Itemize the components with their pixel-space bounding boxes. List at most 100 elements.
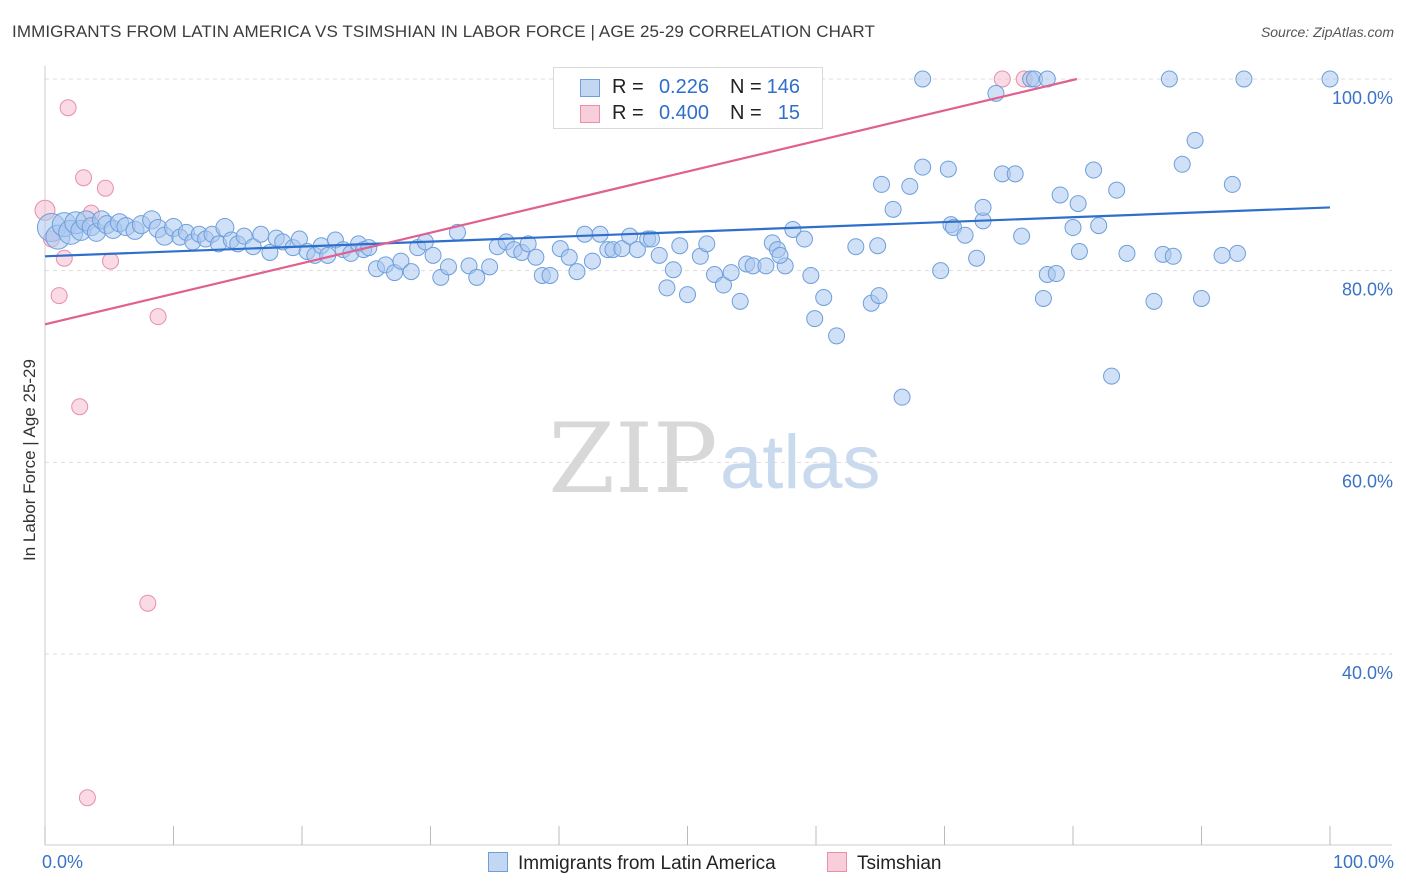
latin-america-point	[1213, 246, 1231, 264]
latin-america-point	[1013, 227, 1031, 245]
latin-america-point	[815, 289, 833, 306]
latin-america-point	[576, 225, 594, 243]
latin-america-point	[932, 262, 950, 280]
latin-america-point	[1085, 161, 1103, 179]
watermark-zip: ZIP	[548, 403, 717, 515]
latin-america-point	[1070, 243, 1088, 260]
source-label: Source: ZipAtlas.com	[1260, 24, 1394, 40]
bottom-legend-label: Immigrants from Latin America	[518, 853, 776, 874]
tsimshian-point	[55, 249, 73, 267]
tsimshian-point	[78, 789, 96, 807]
latin-america-point	[757, 257, 775, 275]
bottom-legend-swatch-pink	[827, 852, 847, 872]
x-tick-label-right: 100.0%	[1332, 852, 1394, 872]
latin-america-point	[784, 220, 802, 238]
tsimshian-point	[71, 398, 89, 416]
latin-america-point	[1160, 70, 1178, 88]
latin-america-point	[806, 310, 824, 328]
latin-america-point	[795, 230, 813, 248]
chart-title: IMMIGRANTS FROM LATIN AMERICA VS TSIMSHI…	[12, 22, 875, 41]
latin-america-point	[1186, 131, 1204, 149]
latin-america-point	[1235, 70, 1253, 88]
legend-swatch-pink	[580, 105, 600, 123]
y-tick-labels: 40.0% 60.0% 80.0% 100.0%	[1332, 88, 1393, 683]
legend-n-value: 15	[777, 102, 800, 124]
latin-america-point	[1064, 219, 1082, 237]
legend-r-label: R =	[612, 76, 644, 98]
latin-america-point	[424, 246, 442, 264]
latin-america-point	[1173, 155, 1191, 173]
x-tick-label-left: 0.0%	[42, 852, 84, 872]
latin-america-point	[583, 252, 601, 270]
legend-row-latin-america: R = 0.226 N = 146	[554, 74, 822, 102]
latin-america-point	[914, 158, 932, 176]
latin-america-point	[1223, 175, 1241, 193]
tsimshian-point	[50, 287, 68, 305]
latin-america-point	[1034, 289, 1052, 307]
legend-n-label: N =	[730, 76, 762, 98]
bottom-legend-tsimshian: Tsimshian	[827, 852, 941, 875]
trend-lines	[44, 77, 1331, 326]
latin-america-point	[968, 249, 986, 267]
latin-america-point	[392, 252, 410, 270]
latin-america-point	[650, 246, 668, 264]
latin-america-point	[1193, 289, 1210, 307]
latin-america-point	[679, 286, 696, 304]
y-tick-label: 80.0%	[1342, 280, 1393, 300]
tsimshian-point	[102, 252, 120, 270]
latin-america-point	[1069, 195, 1087, 213]
tsimshian-point	[993, 70, 1011, 88]
latin-america-point	[621, 227, 639, 245]
latin-america-point	[1090, 217, 1108, 235]
legend-swatch-blue	[580, 79, 600, 97]
latin-america-point	[731, 292, 749, 310]
legend-n-value: 146	[766, 76, 800, 98]
latin-america-point	[1228, 244, 1246, 262]
watermark-atlas: atlas	[720, 420, 881, 505]
latin-america-point	[828, 327, 846, 345]
watermark: ZIP atlas	[548, 403, 880, 515]
latin-america-point	[664, 261, 682, 279]
latin-america-point	[771, 246, 789, 264]
latin-america-point	[698, 235, 716, 253]
latin-america-point	[1006, 165, 1024, 183]
y-tick-label: 100.0%	[1332, 88, 1393, 108]
tsimshian-trend-line	[44, 77, 1078, 326]
tsimshian-point	[139, 594, 157, 612]
latin-america-point	[974, 198, 992, 216]
latin-america-point	[873, 175, 891, 193]
latin-america-point	[939, 160, 957, 178]
y-tick-label: 60.0%	[1342, 471, 1393, 491]
latin-america-point	[643, 230, 661, 248]
latin-america-point	[1051, 186, 1069, 204]
latin-america-point	[1145, 292, 1163, 310]
latin-america-point	[439, 258, 457, 276]
latin-america-point	[1118, 244, 1136, 262]
latin-america-point	[519, 235, 537, 253]
latin-america-point	[252, 225, 270, 243]
latin-america-point	[1108, 181, 1126, 199]
latin-america-point	[847, 238, 865, 256]
latin-america-point	[869, 237, 887, 255]
latin-america-point	[481, 258, 499, 276]
latin-america-points	[36, 70, 1339, 406]
bottom-legend-swatch-blue	[488, 852, 508, 872]
latin-america-point	[893, 388, 911, 406]
latin-america-point	[541, 266, 559, 284]
legend-row-tsimshian: R = 0.400 N = 15	[554, 100, 822, 128]
legend-r-value: 0.226	[658, 76, 709, 98]
tsimshian-point	[96, 179, 114, 197]
latin-america-point	[870, 287, 888, 305]
axes	[44, 66, 1392, 846]
legend-r-value: 0.400	[658, 102, 709, 124]
legend-r-label: R =	[612, 102, 644, 124]
latin-america-point	[527, 248, 545, 266]
latin-america-point	[802, 266, 820, 284]
latin-america-point	[901, 177, 919, 195]
latin-america-point	[671, 237, 689, 255]
correlation-legend: R = 0.226 N = 146 R = 0.400 N = 15	[553, 67, 823, 129]
latin-america-point	[1321, 70, 1339, 88]
latin-america-trend-line	[44, 206, 1331, 258]
latin-america-point	[244, 238, 262, 256]
